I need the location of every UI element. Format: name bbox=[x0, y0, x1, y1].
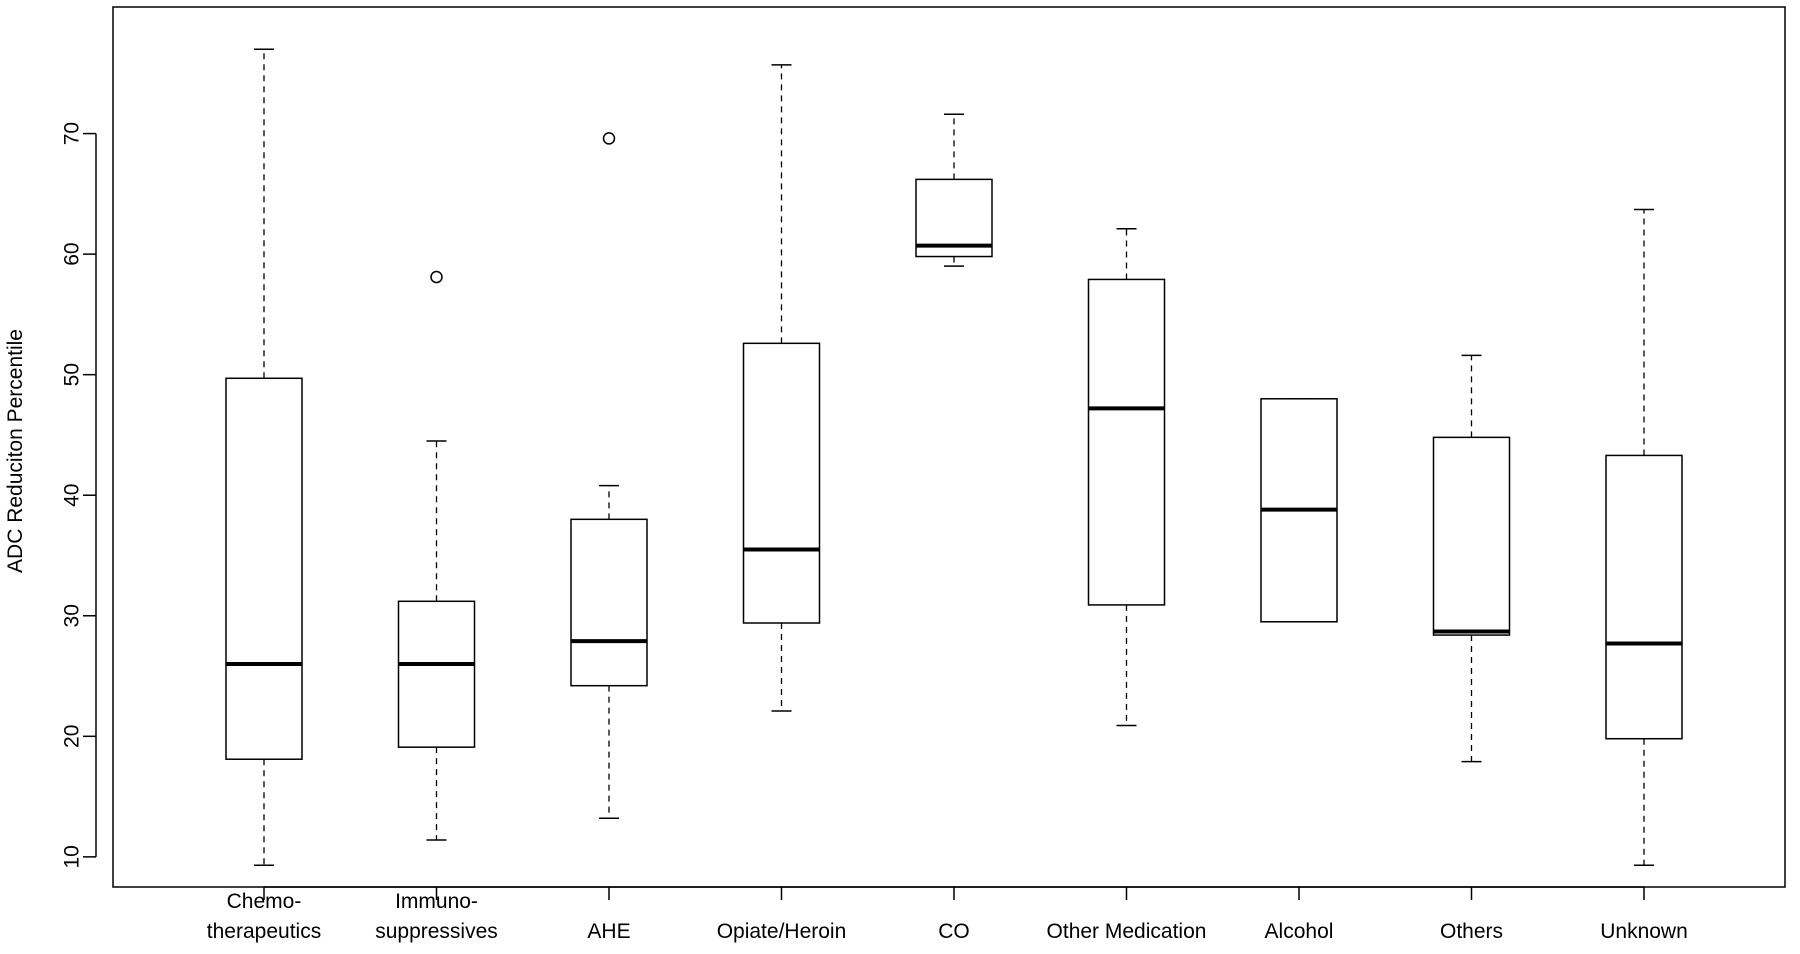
outlier-point bbox=[430, 270, 443, 284]
y-tick-label: 60 bbox=[61, 242, 84, 265]
x-tick-label: Alcohol bbox=[1265, 920, 1334, 943]
outlier-point bbox=[602, 132, 616, 145]
box-group bbox=[742, 64, 821, 712]
x-axis: Chemo-therapeutics Immuno-suppressives AHE… bbox=[207, 886, 1688, 943]
x-tick-label: AHE bbox=[587, 920, 630, 943]
iqr-box bbox=[742, 342, 821, 624]
y-tick-label: 40 bbox=[61, 484, 84, 507]
x-tick-label: CO bbox=[938, 920, 970, 943]
x-tick-label: suppressives bbox=[375, 920, 498, 943]
iqr-box bbox=[225, 377, 303, 760]
box-group bbox=[397, 270, 476, 841]
x-tick-label: Others bbox=[1440, 920, 1503, 943]
box-group bbox=[1432, 354, 1511, 763]
box-group bbox=[1605, 208, 1683, 867]
boxes-group bbox=[225, 48, 1683, 867]
y-tick-label: 20 bbox=[61, 725, 84, 748]
iqr-box bbox=[1087, 278, 1166, 606]
box-group bbox=[915, 113, 993, 267]
iqr-box bbox=[397, 600, 476, 748]
y-tick-label: 30 bbox=[61, 604, 84, 627]
box-group bbox=[225, 48, 303, 867]
y-axis-title: ADC Reduciton Percentile bbox=[4, 329, 27, 573]
iqr-box bbox=[1605, 454, 1683, 740]
x-tick-label: Immuno- bbox=[395, 890, 478, 913]
y-tick-label: 50 bbox=[61, 363, 84, 386]
x-tick-label: Other Medication bbox=[1047, 920, 1207, 943]
x-tick-label: Unknown bbox=[1600, 920, 1688, 943]
iqr-box bbox=[570, 518, 648, 687]
y-tick-label: 10 bbox=[61, 845, 84, 868]
iqr-box bbox=[1432, 436, 1511, 636]
box-group bbox=[570, 132, 648, 820]
plot-frame bbox=[112, 6, 1786, 888]
y-tick-label: 70 bbox=[61, 122, 84, 145]
iqr-box bbox=[915, 178, 993, 258]
x-tick-label: therapeutics bbox=[207, 920, 321, 943]
y-axis: 10 20 30 40 50 60 70 bbox=[61, 122, 97, 869]
x-tick-label: Opiate/Heroin bbox=[717, 920, 847, 943]
box-group bbox=[1260, 398, 1338, 623]
x-tick-label: Chemo- bbox=[227, 890, 302, 913]
box-group bbox=[1087, 228, 1166, 727]
